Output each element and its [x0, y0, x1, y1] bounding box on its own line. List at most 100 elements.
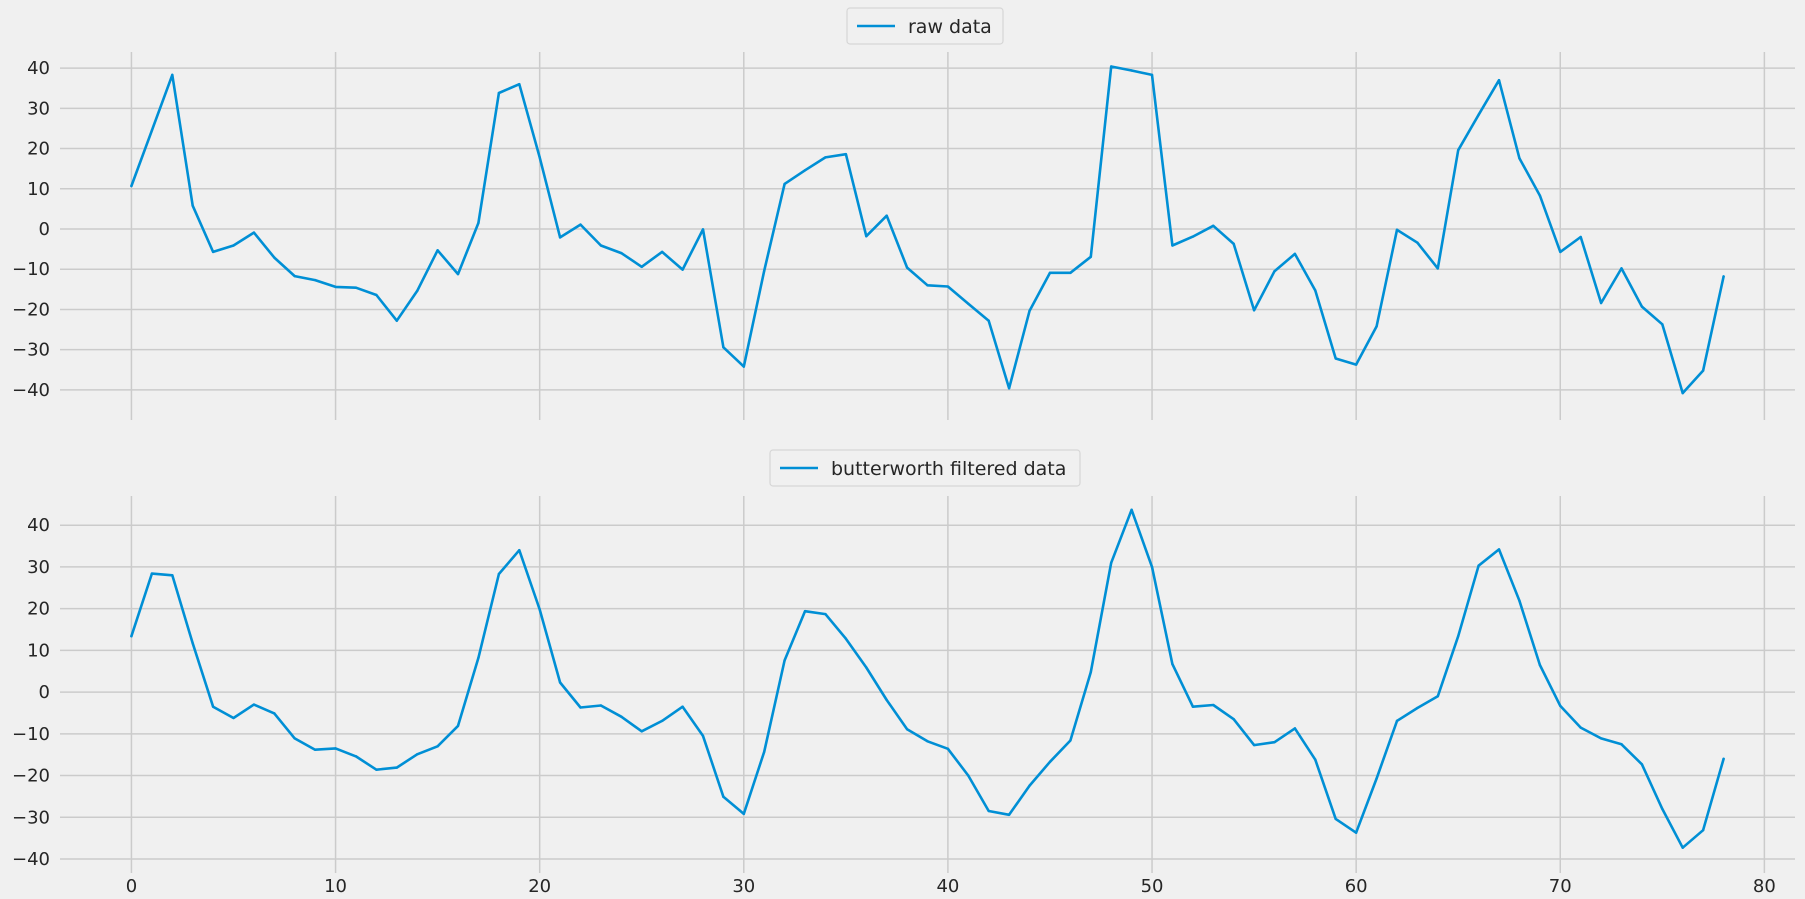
data-point	[1130, 69, 1133, 72]
data-point	[620, 715, 623, 718]
data-point	[1191, 705, 1195, 708]
data-point	[1069, 271, 1072, 275]
data-point	[1436, 267, 1439, 270]
data-point	[395, 319, 398, 322]
data-point	[395, 766, 398, 769]
data-point	[436, 745, 439, 748]
data-point	[1416, 706, 1419, 710]
data-point	[1314, 289, 1317, 292]
data-point	[518, 549, 521, 552]
data-point	[1191, 235, 1195, 238]
x-tick-label: 70	[1549, 876, 1572, 897]
data-point	[926, 740, 929, 743]
data-point	[1048, 271, 1052, 275]
data-point	[1457, 634, 1460, 638]
data-point	[456, 724, 460, 728]
data-point	[1640, 305, 1644, 308]
y-tick-label: 20	[27, 599, 50, 620]
data-point	[701, 228, 705, 231]
data-point	[1212, 224, 1215, 227]
data-point	[293, 737, 296, 740]
data-point	[558, 236, 562, 239]
data-point	[1436, 695, 1439, 698]
data-point	[1497, 548, 1501, 551]
data-point	[1354, 831, 1358, 834]
data-point	[1212, 703, 1215, 707]
data-point	[1395, 228, 1399, 232]
x-tick-label: 50	[1141, 876, 1164, 897]
data-point	[1150, 73, 1154, 77]
data-point	[497, 572, 501, 576]
data-point	[191, 642, 194, 645]
data-point	[1150, 565, 1154, 569]
y-tick-label: 0	[39, 219, 50, 240]
data-point	[171, 73, 174, 77]
data-point	[1722, 275, 1725, 278]
data-point	[987, 319, 990, 322]
data-point	[1722, 757, 1725, 761]
data-point	[1701, 829, 1705, 832]
data-point	[1007, 813, 1011, 816]
y-tick-label: 10	[27, 179, 50, 200]
legend-box	[769, 449, 1081, 487]
data-point	[1252, 309, 1256, 312]
data-point	[171, 574, 174, 577]
data-point	[436, 249, 439, 252]
data-point	[1518, 599, 1521, 602]
data-point	[1538, 663, 1542, 667]
y-tick-label: −20	[12, 766, 50, 787]
data-point	[1477, 113, 1480, 116]
data-point	[926, 284, 929, 287]
data-point	[865, 235, 868, 238]
data-point	[946, 747, 950, 751]
data-point	[354, 286, 358, 289]
data-point	[1171, 244, 1174, 247]
data-point	[1171, 662, 1174, 666]
data-point	[599, 704, 603, 707]
data-point	[1599, 301, 1603, 305]
data-point	[211, 250, 215, 254]
data-point	[1293, 727, 1297, 730]
data-point	[579, 706, 582, 709]
data-point	[640, 730, 643, 733]
data-point	[1681, 391, 1684, 395]
y-tick-label: −40	[12, 380, 50, 401]
data-point	[803, 169, 807, 172]
data-point	[1028, 309, 1031, 312]
data-point	[1273, 270, 1276, 273]
data-point	[1497, 78, 1501, 82]
data-point	[252, 231, 256, 234]
data-point	[967, 302, 970, 306]
data-point	[416, 753, 419, 756]
data-point	[313, 748, 317, 751]
data-point	[497, 91, 501, 95]
legend-label: butterworth filtered data	[831, 458, 1066, 480]
data-point	[865, 666, 868, 669]
data-point	[1273, 740, 1276, 744]
data-point	[334, 285, 337, 289]
data-point	[1661, 323, 1664, 326]
data-point	[1620, 743, 1623, 746]
legend-label: raw data	[908, 16, 992, 38]
data-point	[844, 637, 848, 640]
data-point	[681, 268, 684, 271]
y-tick-label: 20	[27, 139, 50, 160]
data-point	[1701, 369, 1705, 372]
data-point	[1110, 561, 1113, 564]
data-point	[538, 608, 541, 611]
data-point	[334, 747, 337, 750]
data-point	[150, 572, 154, 575]
data-point	[1579, 235, 1582, 239]
y-tick-label: 10	[27, 640, 50, 661]
y-tick-label: −10	[12, 259, 50, 280]
data-point	[232, 244, 235, 247]
data-point	[783, 182, 786, 186]
data-point	[742, 365, 745, 368]
x-tick-label: 80	[1753, 876, 1776, 897]
data-point	[1395, 719, 1399, 723]
data-point	[232, 716, 235, 720]
filtered-data-panel: −40 −30 −20 −10 0 10 20 30 40 0 10 20 30 40 50 60 70 80 bu…	[12, 449, 1795, 897]
data-point	[1334, 817, 1337, 821]
data-point	[763, 750, 766, 753]
data-point	[477, 656, 480, 660]
